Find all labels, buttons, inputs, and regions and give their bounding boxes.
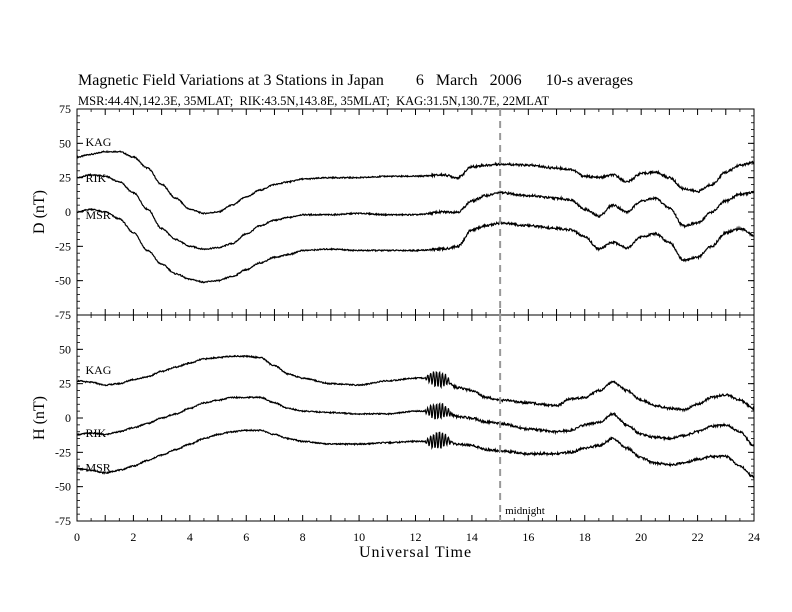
series-label-rik: RIK bbox=[85, 426, 106, 440]
y-tick-label: 75 bbox=[59, 102, 71, 116]
midnight-label: midnight bbox=[505, 505, 545, 517]
series-label-msr: MSR bbox=[85, 461, 110, 475]
y-tick-label: -75 bbox=[55, 514, 71, 528]
y-tick-label: 25 bbox=[59, 171, 71, 185]
x-tick-label: 6 bbox=[243, 530, 249, 544]
y-tick-label: 50 bbox=[59, 342, 71, 356]
y-tick-label: 0 bbox=[65, 205, 71, 219]
x-tick-label: 8 bbox=[300, 530, 306, 544]
x-tick-label: 18 bbox=[579, 530, 591, 544]
x-tick-label: 14 bbox=[466, 530, 478, 544]
y-tick-label: -25 bbox=[55, 445, 71, 459]
x-tick-label: 0 bbox=[74, 530, 80, 544]
y-axis-label-h: H (nT) bbox=[31, 396, 48, 440]
series-label-kag: KAG bbox=[85, 363, 111, 377]
y-axis-label-d: D (nT) bbox=[31, 190, 48, 234]
series-line-rik bbox=[76, 395, 755, 447]
x-axis-label: Universal Time bbox=[359, 544, 472, 561]
x-tick-label: 20 bbox=[635, 530, 647, 544]
y-tick-label: -75 bbox=[55, 308, 71, 322]
y-tick-label: 50 bbox=[59, 136, 71, 150]
x-tick-label: 10 bbox=[353, 530, 365, 544]
panel-frame-d bbox=[76, 108, 755, 316]
y-tick-label: -50 bbox=[55, 480, 71, 494]
y-tick-label: -25 bbox=[55, 239, 71, 253]
x-tick-label: 24 bbox=[748, 530, 760, 544]
chart-subtitle: MSR:44.4N,142.3E, 35MLAT; RIK:43.5N,143.… bbox=[78, 94, 550, 108]
series-line-kag bbox=[76, 354, 755, 413]
y-tick-label: 25 bbox=[59, 377, 71, 391]
x-tick-label: 12 bbox=[410, 530, 422, 544]
x-tick-label: 2 bbox=[130, 530, 136, 544]
x-tick-label: 4 bbox=[187, 530, 193, 544]
x-tick-label: 22 bbox=[692, 530, 704, 544]
series-line-msr bbox=[76, 428, 755, 479]
series-label-rik: RIK bbox=[85, 171, 106, 185]
series-label-kag: KAG bbox=[85, 135, 111, 149]
series-line-kag bbox=[76, 149, 755, 215]
x-tick-label: 16 bbox=[522, 530, 534, 544]
series-label-msr: MSR bbox=[85, 208, 110, 222]
series-line-rik bbox=[76, 173, 755, 251]
y-tick-label: -50 bbox=[55, 274, 71, 288]
panel-frame-h bbox=[76, 314, 755, 522]
chart-title: Magnetic Field Variations at 3 Stations … bbox=[78, 72, 634, 89]
series-line-msr bbox=[76, 207, 755, 284]
y-tick-label: 0 bbox=[65, 411, 71, 425]
